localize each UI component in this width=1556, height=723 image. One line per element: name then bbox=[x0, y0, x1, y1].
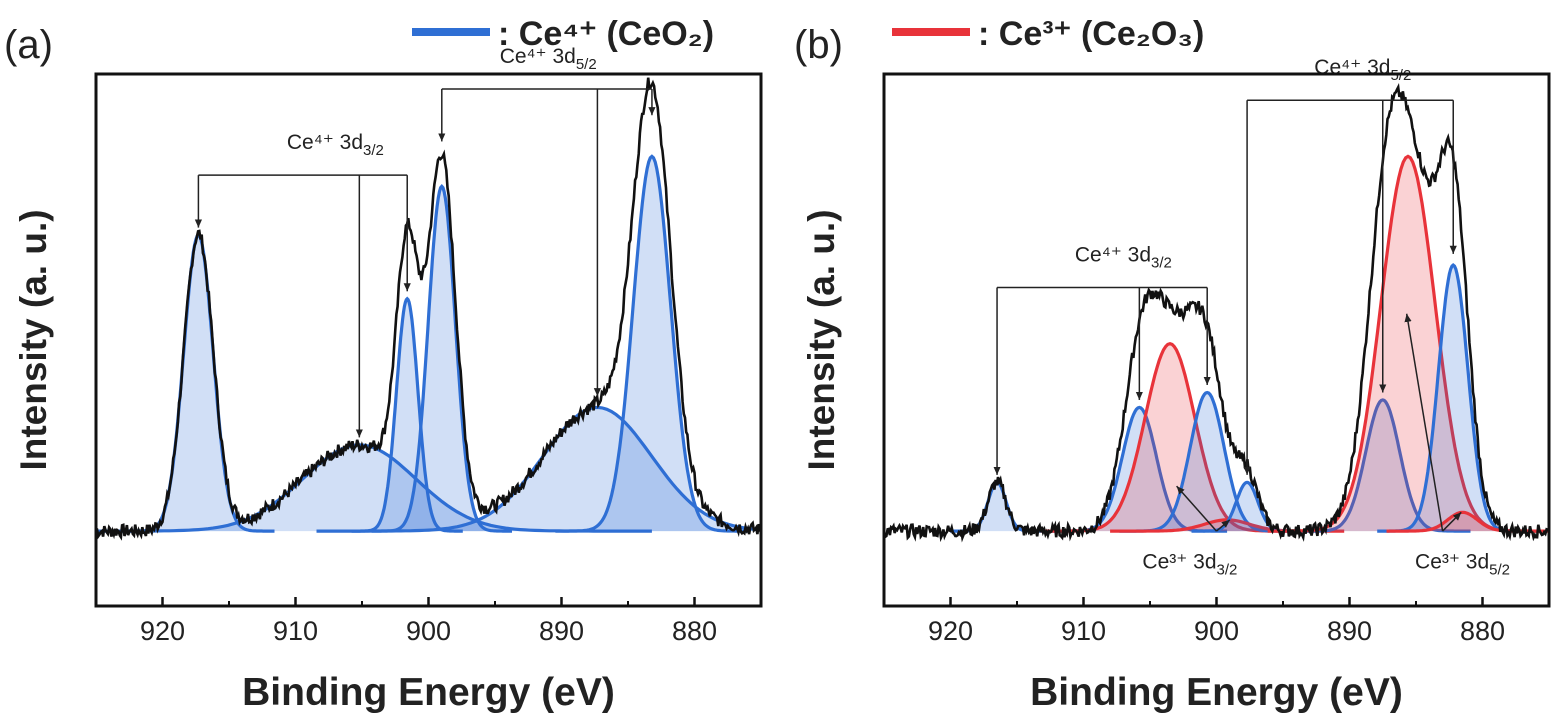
y-axis-label: Intensity (a. u.) bbox=[13, 209, 54, 470]
annotation-1: Ce⁴⁺ 3d5/2 bbox=[438, 45, 656, 397]
experimental-envelope bbox=[884, 83, 1549, 543]
annotation-label: Ce⁴⁺ 3d3/2 bbox=[1075, 243, 1172, 271]
x-tick-label-4: 880 bbox=[672, 616, 717, 646]
component-fill-5 bbox=[555, 156, 749, 532]
y-axis-label: Intensity (a. u.) bbox=[801, 209, 842, 470]
annotation-arrow-1 bbox=[1216, 519, 1231, 532]
annotation-label: Ce⁴⁺ 3d5/2 bbox=[1314, 56, 1411, 84]
annotation-arrow-0 bbox=[1176, 485, 1218, 532]
x-tick-label-0: 920 bbox=[928, 616, 973, 646]
component-fill-0 bbox=[122, 235, 275, 532]
component-fill-2 bbox=[351, 298, 463, 532]
annotation-label: Ce³⁺ 3d3/2 bbox=[1142, 551, 1237, 579]
x-tick-label-3: 890 bbox=[1327, 616, 1372, 646]
component-fill-4 bbox=[316, 407, 761, 532]
experimental-envelope bbox=[96, 77, 761, 541]
x-tick-label-1: 910 bbox=[273, 616, 318, 646]
panel-label: (a) bbox=[4, 23, 53, 67]
annotation-label: Ce³⁺ 3d5/2 bbox=[1415, 551, 1510, 579]
x-axis-label: Binding Energy (eV) bbox=[242, 671, 615, 714]
annotation-arrow-0 bbox=[1404, 313, 1444, 532]
x-tick-label-1: 910 bbox=[1061, 616, 1106, 646]
annotation-arrow-1 bbox=[1442, 511, 1462, 532]
annotation-subscript: 5/2 bbox=[1489, 562, 1510, 579]
annotation-0: Ce⁴⁺ 3d3/2 bbox=[194, 131, 411, 438]
component-fill-3 bbox=[371, 186, 512, 532]
x-axis-label: Binding Energy (eV) bbox=[1030, 671, 1403, 714]
component-fill-0 bbox=[950, 482, 1044, 532]
component-fill-9 bbox=[1386, 512, 1539, 532]
component-fill-3 bbox=[1119, 392, 1295, 532]
component-fill-1 bbox=[96, 444, 652, 532]
x-tick-label-4: 880 bbox=[1460, 616, 1505, 646]
annotation-label: Ce⁴⁺ 3d3/2 bbox=[287, 131, 384, 159]
component-fill-1 bbox=[1051, 407, 1228, 532]
component-fill-5 bbox=[1191, 482, 1303, 532]
legend: : Ce⁴⁺ (CeO₂) bbox=[412, 15, 714, 53]
x-tick-label-0: 920 bbox=[140, 616, 185, 646]
chart-panel-b: (b) : Ce³⁺ (Ce₂O₃) Ce⁴⁺ 3d3/2 Ce⁴⁺ 3d5/2 Ce³… bbox=[794, 15, 1551, 714]
component-fill-8 bbox=[1377, 265, 1530, 532]
x-tick-label-2: 900 bbox=[406, 616, 451, 646]
x-tick-label-2: 900 bbox=[1194, 616, 1239, 646]
legend-label: : Ce⁴⁺ (CeO₂) bbox=[498, 15, 714, 53]
chart-panel-a: (a) : Ce⁴⁺ (CeO₂) Ce⁴⁺ 3d3/2 Ce⁴⁺ 3d5/2 920 9… bbox=[4, 15, 763, 714]
component-curve-5 bbox=[555, 154, 749, 533]
component-fill-2 bbox=[1041, 343, 1299, 532]
legend-label: : Ce³⁺ (Ce₂O₃) bbox=[978, 15, 1204, 53]
panel-label: (b) bbox=[794, 23, 843, 67]
annotation-subscript: 5/2 bbox=[576, 56, 597, 73]
annotation-subscript: 3/2 bbox=[1217, 562, 1238, 579]
component-fill-6 bbox=[1295, 399, 1471, 532]
legend: : Ce³⁺ (Ce₂O₃) bbox=[892, 15, 1204, 53]
annotation-subscript: 3/2 bbox=[1151, 254, 1172, 271]
annotation-subscript: 3/2 bbox=[363, 142, 384, 159]
x-tick-label-3: 890 bbox=[539, 616, 584, 646]
component-fill-7 bbox=[1267, 156, 1549, 532]
plot-area bbox=[96, 77, 761, 541]
plot-area bbox=[884, 83, 1549, 543]
